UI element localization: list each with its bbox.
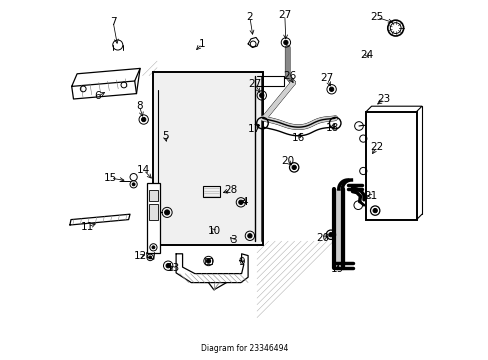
- Text: 1: 1: [198, 39, 205, 49]
- Circle shape: [206, 259, 210, 263]
- Text: 12: 12: [133, 251, 146, 261]
- Text: 22: 22: [369, 142, 383, 152]
- Text: 9: 9: [238, 257, 244, 267]
- Text: 27: 27: [247, 78, 261, 89]
- Circle shape: [238, 200, 243, 204]
- Text: 28: 28: [224, 185, 237, 195]
- Bar: [366, 112, 416, 220]
- Text: 13: 13: [166, 263, 180, 273]
- Bar: [203, 186, 220, 197]
- Text: 17: 17: [247, 124, 261, 134]
- Text: 16: 16: [291, 132, 305, 143]
- Circle shape: [291, 165, 296, 170]
- Bar: [334, 189, 343, 268]
- Circle shape: [132, 183, 135, 186]
- Bar: [152, 72, 262, 245]
- Bar: [148, 204, 158, 220]
- Bar: [148, 190, 158, 201]
- Circle shape: [372, 208, 377, 213]
- Text: 3: 3: [229, 235, 236, 246]
- Circle shape: [148, 256, 151, 259]
- Text: 18: 18: [325, 123, 339, 133]
- Text: Diagram for 23346494: Diagram for 23346494: [201, 344, 287, 353]
- Text: 26: 26: [282, 71, 296, 81]
- Text: 8: 8: [136, 101, 142, 111]
- Text: 25: 25: [369, 12, 383, 22]
- Bar: [146, 183, 160, 253]
- Text: 4: 4: [242, 197, 248, 207]
- Text: 5: 5: [162, 131, 168, 141]
- Text: 15: 15: [104, 173, 117, 183]
- Text: 14: 14: [137, 165, 150, 175]
- Text: 7: 7: [110, 17, 116, 27]
- Text: 27: 27: [278, 10, 291, 20]
- Circle shape: [259, 93, 264, 98]
- Text: 24: 24: [360, 50, 373, 60]
- Bar: [205, 258, 211, 264]
- Circle shape: [166, 264, 170, 268]
- Text: 20: 20: [281, 156, 294, 166]
- Text: 21: 21: [364, 191, 377, 201]
- Circle shape: [152, 246, 155, 249]
- Circle shape: [247, 234, 251, 238]
- Text: 6: 6: [94, 91, 101, 102]
- Text: 10: 10: [207, 226, 220, 236]
- Text: 23: 23: [377, 94, 390, 104]
- Text: 20: 20: [316, 233, 329, 243]
- Circle shape: [141, 117, 145, 122]
- Circle shape: [164, 210, 169, 215]
- Text: 27: 27: [320, 73, 333, 84]
- Text: 2: 2: [246, 12, 253, 22]
- Circle shape: [329, 87, 333, 91]
- Text: 19: 19: [330, 264, 343, 274]
- Circle shape: [328, 233, 332, 237]
- Text: 11: 11: [81, 222, 94, 232]
- Circle shape: [283, 40, 287, 45]
